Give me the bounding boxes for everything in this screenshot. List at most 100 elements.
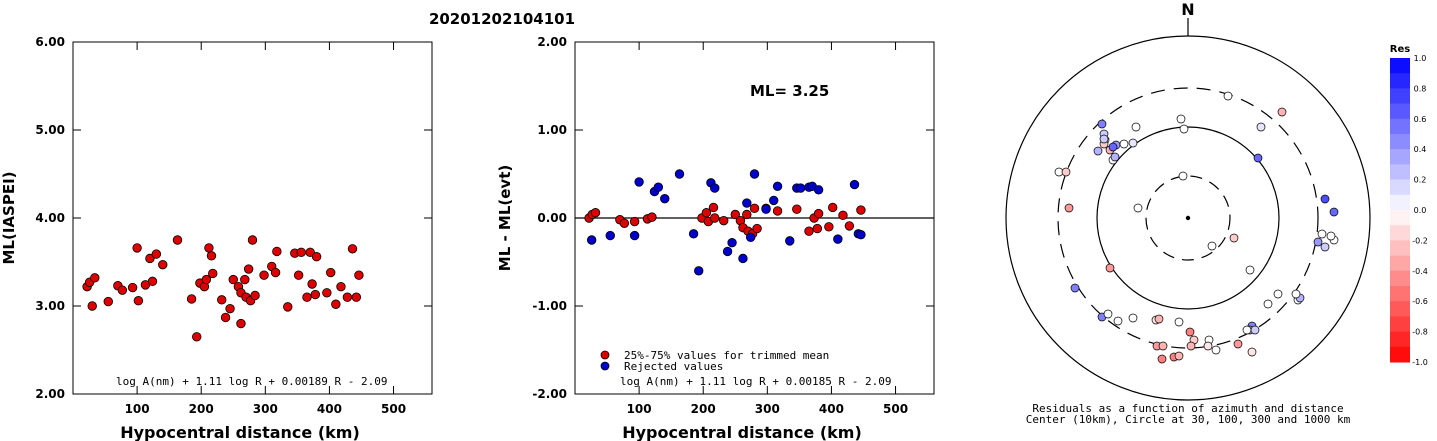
- data-point: [186, 294, 197, 304]
- trimmed-point: [812, 223, 823, 234]
- station-marker: [1263, 299, 1273, 309]
- station-marker: [1133, 203, 1143, 213]
- data-point: [147, 276, 158, 287]
- station-marker: [1105, 263, 1115, 273]
- circle-100km: [1096, 126, 1280, 310]
- trimmed-point: [804, 226, 814, 236]
- trimmed-point: [719, 215, 729, 226]
- colorbar-title: Res: [1390, 44, 1410, 55]
- x-tick-label: 200: [691, 402, 716, 416]
- station-marker: [1291, 289, 1301, 299]
- north-label: N: [1181, 0, 1194, 19]
- rejected-point: [653, 182, 664, 192]
- station-marker: [1070, 283, 1080, 293]
- data-point: [307, 279, 317, 289]
- station-marker: [1157, 354, 1167, 364]
- data-point: [351, 292, 362, 302]
- data-point: [208, 268, 218, 279]
- data-point: [305, 247, 315, 258]
- y-tick-label: 1.00: [537, 123, 567, 137]
- rejected-point: [738, 253, 748, 264]
- data-point: [342, 292, 353, 302]
- data-point: [228, 274, 238, 285]
- rejected-point: [749, 169, 760, 179]
- colorbar-cell: [1390, 255, 1410, 272]
- x-axis-label: Hypocentral distance (km): [120, 423, 360, 441]
- data-point: [250, 290, 260, 301]
- station-marker: [1203, 341, 1213, 351]
- rejected-point: [772, 181, 783, 192]
- trimmed-point: [710, 213, 720, 223]
- data-point: [145, 253, 155, 264]
- y-tick-label: 6.00: [35, 35, 65, 49]
- rejected-point: [785, 236, 795, 246]
- trimmed-point: [730, 209, 740, 220]
- station-marker: [1242, 325, 1252, 335]
- colorbar-cell: [1390, 149, 1410, 165]
- caption-line-2: Center (10km), Circle at 30, 100, 300 an…: [1026, 413, 1351, 426]
- data-point: [127, 282, 138, 293]
- data-point: [247, 235, 258, 245]
- rejected-point: [742, 198, 752, 208]
- station-marker: [1131, 122, 1141, 132]
- data-point: [204, 243, 214, 253]
- data-point: [296, 247, 306, 258]
- station-marker: [1119, 139, 1129, 149]
- station-marker: [1128, 313, 1138, 323]
- trimmed-point: [828, 202, 838, 213]
- colorbar-cell: [1390, 331, 1410, 348]
- center-dot: [1185, 215, 1191, 221]
- rejected-point: [761, 204, 771, 214]
- trimmed-point: [629, 216, 640, 227]
- colorbar-cell: [1390, 210, 1410, 226]
- station-marker: [1277, 107, 1287, 117]
- trimmed-point: [708, 202, 719, 213]
- data-point: [133, 296, 144, 306]
- colorbar-tick-label: 0.4: [1414, 145, 1427, 154]
- data-point: [322, 288, 332, 298]
- trimmed-point: [856, 205, 866, 215]
- colorbar-cell: [1390, 103, 1410, 120]
- x-tick-label: 300: [253, 402, 278, 416]
- x-tick-label: 400: [317, 402, 342, 416]
- y-tick-label: 2.00: [537, 35, 567, 49]
- station-marker: [1113, 316, 1123, 326]
- data-point: [103, 296, 113, 307]
- colorbar-cell: [1390, 270, 1410, 287]
- colorbar-cell: [1390, 240, 1410, 257]
- station-marker: [1061, 167, 1071, 177]
- station-marker: [1097, 119, 1107, 129]
- rejected-point: [688, 229, 699, 239]
- rejected-point: [660, 193, 670, 204]
- rejected-point: [795, 183, 806, 193]
- trimmed-point: [749, 203, 760, 214]
- station-marker: [1326, 231, 1336, 241]
- y-tick-label: 4.00: [35, 211, 65, 225]
- rejected-point: [694, 266, 704, 276]
- y-tick-label: 0.00: [537, 211, 567, 225]
- trimmed-point: [742, 209, 752, 220]
- station-marker: [1250, 325, 1260, 335]
- data-point: [272, 246, 282, 257]
- trimmed-point: [701, 208, 712, 218]
- x-tick-label: 100: [125, 402, 150, 416]
- trimmed-point: [647, 212, 657, 222]
- data-point: [243, 264, 254, 274]
- station-marker: [1128, 138, 1138, 148]
- colorbar-cell: [1390, 316, 1410, 333]
- colorbar-tick-label: 0.6: [1414, 115, 1427, 124]
- rejected-point: [674, 169, 685, 179]
- circle-1000km: [1005, 35, 1371, 401]
- trimmed-point: [838, 210, 848, 221]
- data-point: [225, 303, 235, 314]
- station-marker: [1064, 203, 1074, 213]
- x-tick-label: 400: [819, 402, 844, 416]
- colorbar-tick-label: -1.0: [1412, 358, 1428, 367]
- rejected-point: [727, 237, 737, 248]
- data-point: [151, 249, 162, 259]
- y-tick-label: -1.00: [532, 299, 567, 313]
- data-point: [270, 267, 281, 278]
- trimmed-point: [792, 204, 802, 214]
- y-tick-label: 2.00: [35, 387, 65, 401]
- plot-frame: [72, 41, 433, 395]
